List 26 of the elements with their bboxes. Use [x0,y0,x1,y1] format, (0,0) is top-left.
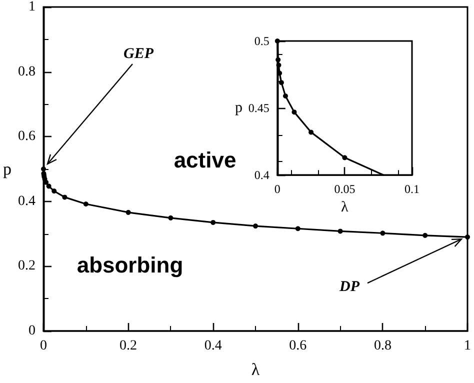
annotation: DP [338,279,360,296]
x-tick-label: 0.1 [404,182,420,196]
y-tick-label: 0.6 [18,129,36,144]
y-tick-label: 0.4 [18,194,36,209]
annotation: GEP [124,46,154,62]
x-tick-label: 0.4 [204,338,222,354]
x-tick-label: 0.2 [120,338,138,354]
y-tick-label: 0 [28,324,36,338]
y-tick-label: 0.8 [18,64,36,80]
annotation: active [174,148,236,172]
x-tick-label: 0.6 [289,338,307,354]
y-axis-title: p [3,160,12,178]
x-axis-title: λ [341,200,350,216]
y-tick-label: 0.2 [18,258,36,274]
annotation: absorbing [76,252,184,278]
x-tick-label: 0.05 [334,182,356,196]
x-tick-label: 0 [274,182,280,196]
y-axis-title: p [235,100,242,116]
y-tick-label: 1 [28,0,36,14]
x-tick-label: 0.8 [374,338,392,354]
x-tick-label: 1 [464,338,471,354]
x-axis-title: λ [251,360,260,379]
y-tick-label: 0.4 [254,168,270,182]
y-tick-label: 0.45 [248,101,270,116]
y-tick-label: 0.5 [254,34,270,48]
x-tick-label: 0 [40,338,47,354]
